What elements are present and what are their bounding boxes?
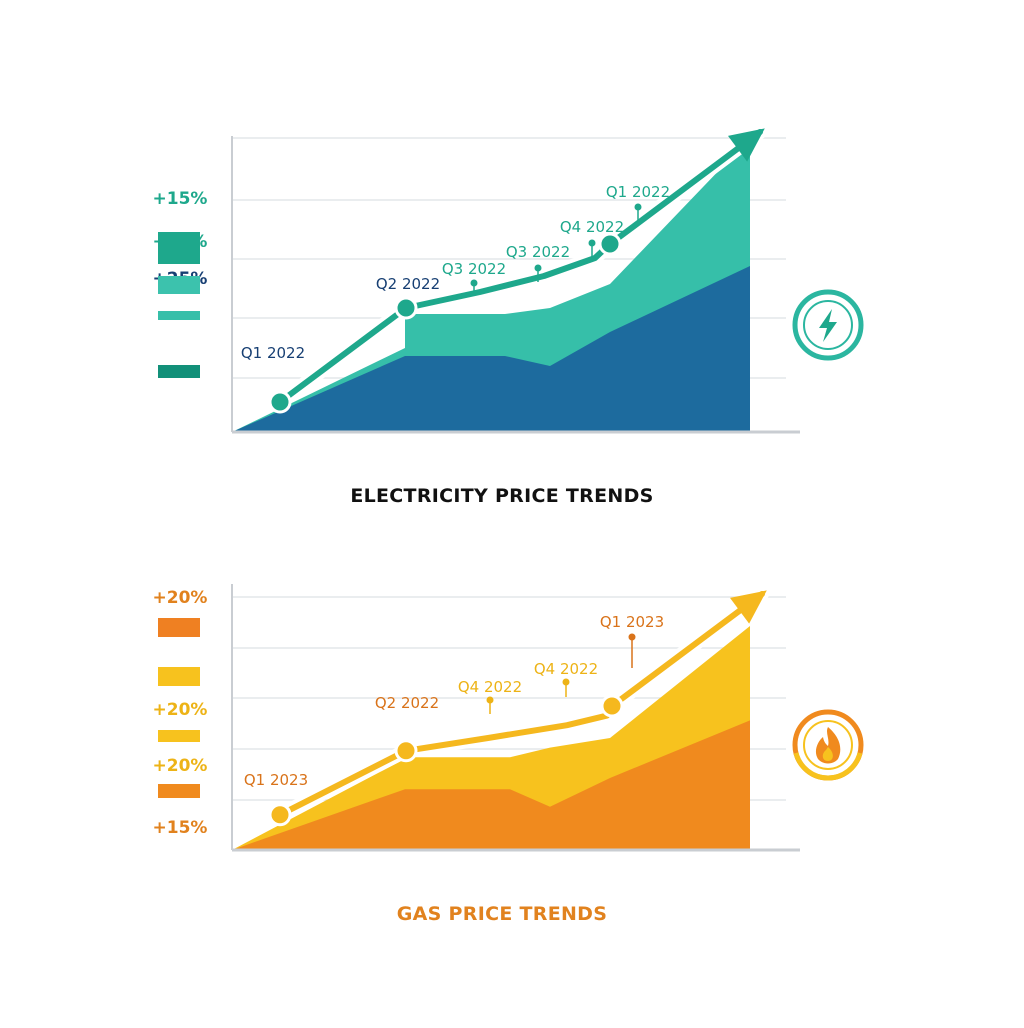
lightning-bolt-icon bbox=[819, 309, 837, 342]
icon-inner-ring bbox=[803, 720, 853, 770]
annotation-label: Q1 2022 bbox=[241, 344, 305, 362]
annotation-label: Q4 2022 bbox=[458, 678, 522, 696]
trend-point-marker bbox=[394, 739, 418, 763]
area-series-dark bbox=[232, 266, 750, 432]
area-series-dark bbox=[232, 720, 750, 850]
legend-swatch bbox=[158, 232, 200, 264]
legend-swatch bbox=[158, 365, 200, 378]
trend-point-marker bbox=[600, 694, 624, 718]
legend-label: +20% bbox=[153, 588, 208, 608]
annotation-dot bbox=[486, 696, 494, 704]
legend-label: +20% bbox=[153, 700, 208, 720]
icon-ring-accent bbox=[793, 752, 863, 781]
annotation-dot bbox=[534, 264, 542, 272]
annotation-dot bbox=[588, 239, 596, 247]
chart-title: ELECTRICITY PRICE TRENDS bbox=[350, 485, 653, 507]
legend-label: +15% bbox=[153, 818, 208, 838]
legend-swatch bbox=[158, 311, 200, 320]
annotation-label: Q4 2022 bbox=[560, 218, 624, 236]
annotation-dot bbox=[562, 678, 570, 686]
legend-swatch bbox=[158, 667, 200, 686]
annotation-label: Q2 2022 bbox=[375, 694, 439, 712]
annotation-label: Q1 2023 bbox=[600, 613, 664, 631]
trend-point-marker bbox=[598, 232, 622, 256]
annotation-label: Q3 2022 bbox=[442, 260, 506, 278]
legend-label: +20% bbox=[153, 756, 208, 776]
trend-point-marker bbox=[394, 296, 418, 320]
annotation-label: Q4 2022 bbox=[534, 660, 598, 678]
trend-arrow-head bbox=[729, 590, 767, 624]
legend-swatch bbox=[158, 618, 200, 637]
legend-swatch bbox=[158, 784, 200, 798]
legend-swatch bbox=[158, 276, 200, 294]
trend-point-marker bbox=[268, 803, 292, 827]
annotation-dot bbox=[634, 203, 642, 211]
legend-swatch bbox=[158, 730, 200, 742]
trend-point-marker bbox=[268, 390, 292, 414]
trend-arrow-head bbox=[727, 128, 765, 162]
flame-inner-icon bbox=[822, 747, 833, 761]
legend-label: +15% bbox=[153, 189, 208, 209]
annotation-label: Q3 2022 bbox=[506, 243, 570, 261]
flame-icon bbox=[792, 709, 864, 781]
lightning-bolt-icon bbox=[792, 289, 864, 361]
annotation-label: Q2 2022 bbox=[376, 275, 440, 293]
annotation-label: Q1 2023 bbox=[244, 771, 308, 789]
flame-icon bbox=[815, 727, 841, 764]
annotation-dot bbox=[628, 633, 636, 641]
annotation-dot bbox=[470, 279, 478, 287]
chart-title: GAS PRICE TRENDS bbox=[397, 903, 608, 925]
icon-inner-ring bbox=[803, 300, 853, 350]
annotation-label: Q1 2022 bbox=[606, 183, 670, 201]
